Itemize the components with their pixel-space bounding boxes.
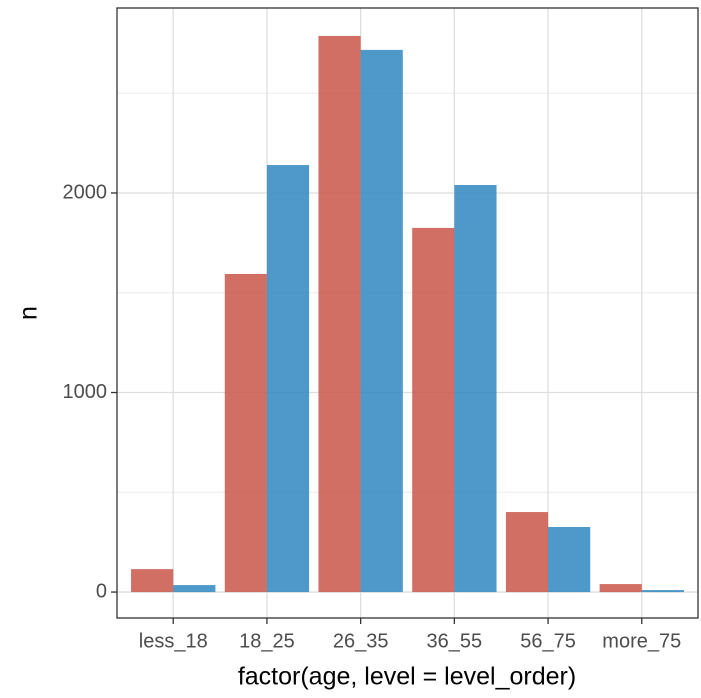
bar [360,49,403,593]
x-tick-label: 36_55 [427,630,483,652]
x-tick-label: less_18 [139,630,208,652]
y-tick-label: 0 [96,580,107,602]
y-axis-title: n [15,306,43,320]
bar [412,227,455,593]
bar [599,584,642,593]
panel-border [116,7,699,619]
bar [173,585,216,593]
bar [505,512,549,593]
y-tick-label: 1000 [63,381,108,403]
x-axis-title: factor(age, level = level_order) [238,663,576,691]
bar [266,165,310,593]
x-tick-label: 18_25 [239,630,295,652]
bar [548,527,591,593]
y-tick-label: 2000 [63,181,108,203]
bar [318,35,361,593]
x-tick-label: 26_35 [333,630,389,652]
bar [454,184,497,593]
bar [131,569,174,593]
x-tick-label: more_75 [602,630,681,652]
bar [224,273,267,593]
bar [641,590,684,593]
x-tick-label: 56_75 [520,630,576,652]
